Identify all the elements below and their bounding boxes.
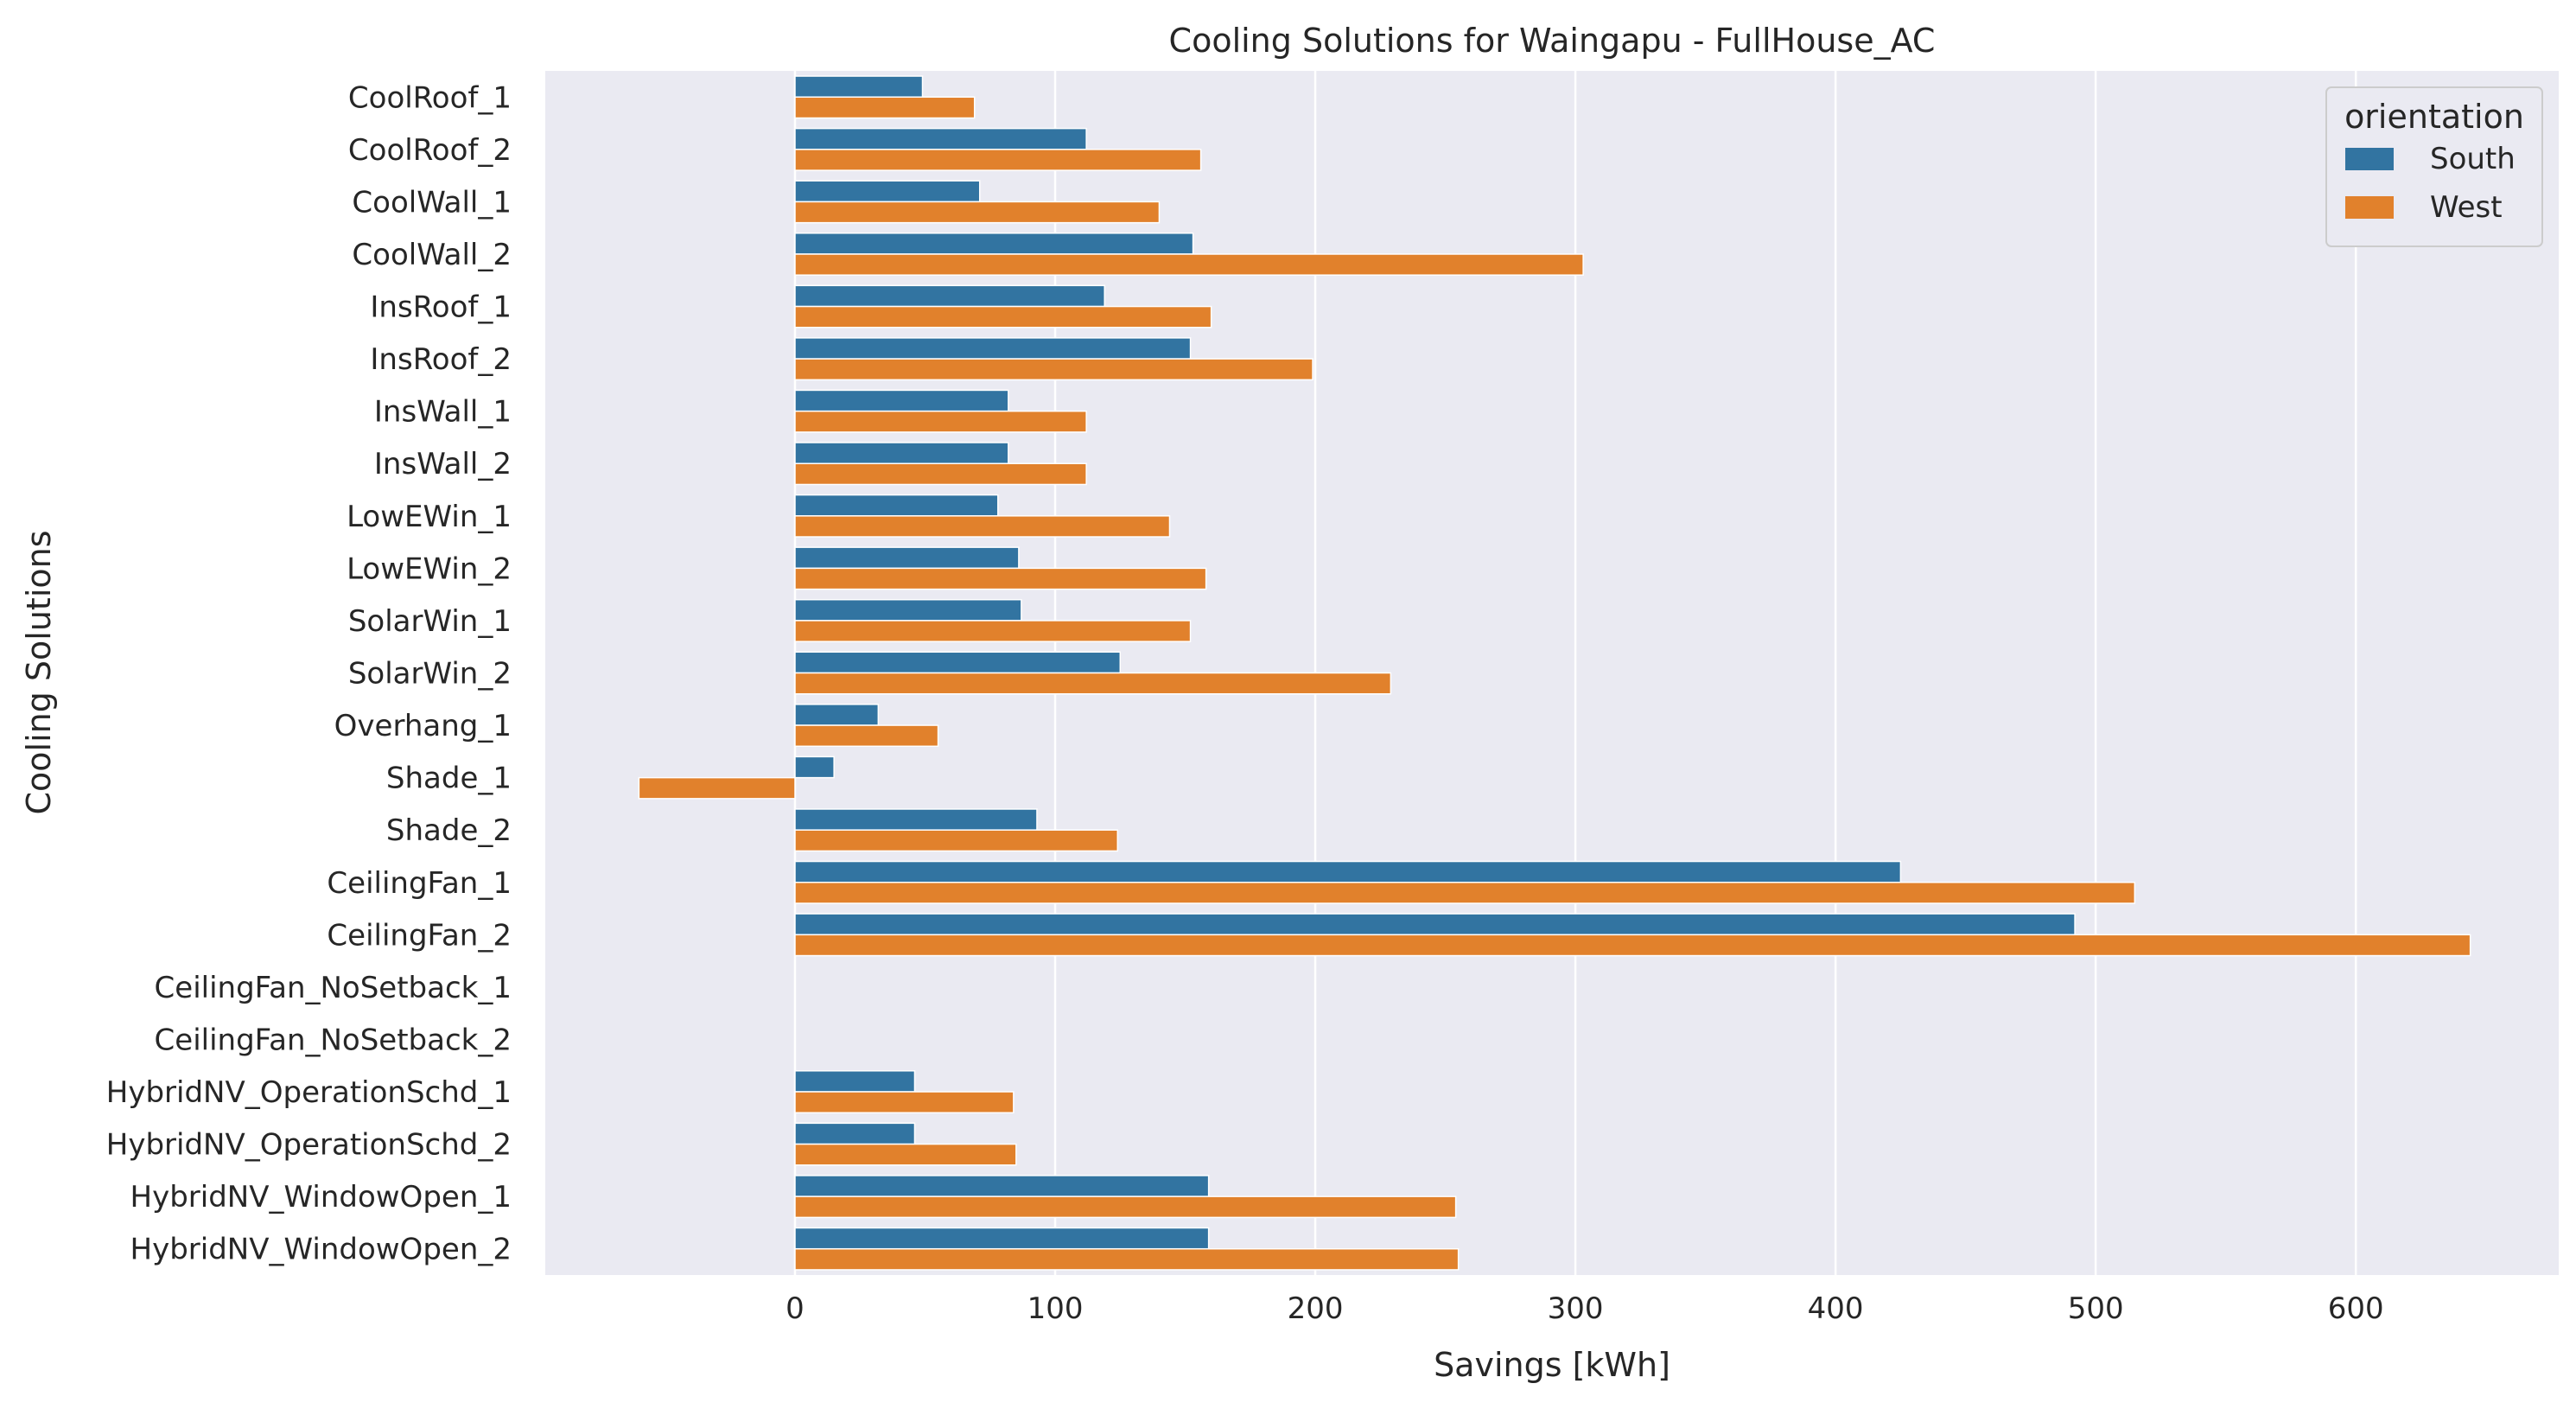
x-tick-label: 200 xyxy=(1288,1291,1344,1326)
bar-west xyxy=(794,620,1192,642)
bar-south xyxy=(794,1070,916,1093)
bar-west xyxy=(794,305,1212,328)
legend: orientation South West xyxy=(2325,86,2543,247)
y-axis-label: Cooling Solutions xyxy=(20,530,58,814)
bar-south xyxy=(794,546,1020,570)
y-tick-label: LowEWin_1 xyxy=(347,500,512,534)
legend-swatch-west xyxy=(2345,196,2394,219)
bar-south xyxy=(794,913,2076,936)
bar-south xyxy=(794,1122,916,1145)
y-tick-label: CoolWall_1 xyxy=(352,185,512,220)
bar-west xyxy=(638,776,796,800)
x-tick-label: 100 xyxy=(1027,1291,1084,1326)
bar-west xyxy=(794,1091,1014,1113)
x-tick-label: 300 xyxy=(1548,1291,1604,1326)
x-tick-label: 400 xyxy=(1808,1291,1864,1326)
bar-west xyxy=(794,462,1087,486)
y-tick-label: InsRoof_1 xyxy=(370,290,512,325)
bar-west xyxy=(794,201,1161,224)
y-tick-label: Overhang_1 xyxy=(334,709,512,743)
y-tick-label: InsRoof_2 xyxy=(370,342,512,377)
bar-south xyxy=(794,233,1194,255)
bar-west xyxy=(794,1195,1457,1219)
y-tick-label: CeilingFan_2 xyxy=(327,918,512,953)
chart-title: Cooling Solutions for Waingapu - FullHou… xyxy=(1169,22,1936,60)
y-tick-label: CoolRoof_2 xyxy=(348,133,512,168)
y-tick-label: CoolRoof_1 xyxy=(348,80,512,115)
y-tick-label: HybridNV_WindowOpen_2 xyxy=(130,1233,512,1267)
x-axis-label: Savings [kWh] xyxy=(1434,1346,1670,1384)
legend-label-south: South xyxy=(2430,142,2516,176)
y-tick-label: SolarWin_1 xyxy=(348,604,512,639)
bar-south xyxy=(794,808,1038,831)
bar-south xyxy=(794,1175,1210,1197)
bar-south xyxy=(794,704,880,726)
x-tick-labels: 0 100 200 300 400 500 600 xyxy=(786,1291,2383,1326)
y-tick-label: CeilingFan_NoSetback_1 xyxy=(155,971,512,1005)
bar-west xyxy=(794,934,2471,957)
bar-south xyxy=(794,442,1009,464)
y-tick-label: CeilingFan_1 xyxy=(327,866,512,901)
x-tick-label: 600 xyxy=(2328,1291,2384,1326)
bar-west xyxy=(794,1247,1460,1271)
bar-west xyxy=(794,96,976,119)
bar-south xyxy=(794,1227,1210,1250)
bar-west xyxy=(794,724,939,748)
bar-south xyxy=(794,598,1022,622)
y-tick-label: SolarWin_2 xyxy=(348,657,512,692)
bar-south xyxy=(794,860,1902,883)
bar-south xyxy=(794,127,1087,150)
bar-south xyxy=(794,651,1122,674)
bar-south xyxy=(794,284,1105,308)
bar-west xyxy=(794,515,1171,538)
bar-west xyxy=(794,410,1087,433)
bar-south xyxy=(794,389,1009,412)
y-tick-labels: CoolRoof_1 CoolRoof_2 CoolWall_1 CoolWall_2… xyxy=(106,80,512,1266)
bar-west xyxy=(794,358,1313,381)
bar-south xyxy=(794,75,924,99)
y-tick-label: HybridNV_OperationSchd_2 xyxy=(106,1128,512,1163)
y-tick-label: HybridNV_OperationSchd_1 xyxy=(106,1075,512,1110)
bar-west xyxy=(794,672,1392,695)
y-tick-label: LowEWin_2 xyxy=(347,551,512,586)
y-tick-label: HybridNV_WindowOpen_1 xyxy=(130,1180,512,1215)
bar-west xyxy=(794,567,1207,590)
legend-label-west: West xyxy=(2430,190,2503,225)
bar-west xyxy=(794,253,1584,276)
legend-swatch-south xyxy=(2345,148,2394,170)
x-tick-label: 0 xyxy=(786,1291,805,1326)
y-tick-label: Shade_1 xyxy=(386,762,512,796)
y-tick-label: InsWall_2 xyxy=(374,447,512,481)
bar-south xyxy=(794,337,1192,360)
y-tick-label: CeilingFan_NoSetback_2 xyxy=(155,1023,512,1057)
bar-south xyxy=(794,756,835,779)
legend-title: orientation xyxy=(2344,98,2524,136)
y-tick-label: InsWall_1 xyxy=(374,395,512,430)
y-tick-label: Shade_2 xyxy=(386,813,512,848)
bars xyxy=(638,75,2471,1271)
bar-west xyxy=(794,149,1202,171)
bar-west xyxy=(794,882,2136,904)
bar-west xyxy=(794,1143,1017,1166)
y-tick-label: CoolWall_2 xyxy=(352,238,512,272)
bar-west xyxy=(794,829,1119,852)
bar-south xyxy=(794,494,999,517)
bar-south xyxy=(794,180,981,203)
x-tick-label: 500 xyxy=(2068,1291,2124,1326)
